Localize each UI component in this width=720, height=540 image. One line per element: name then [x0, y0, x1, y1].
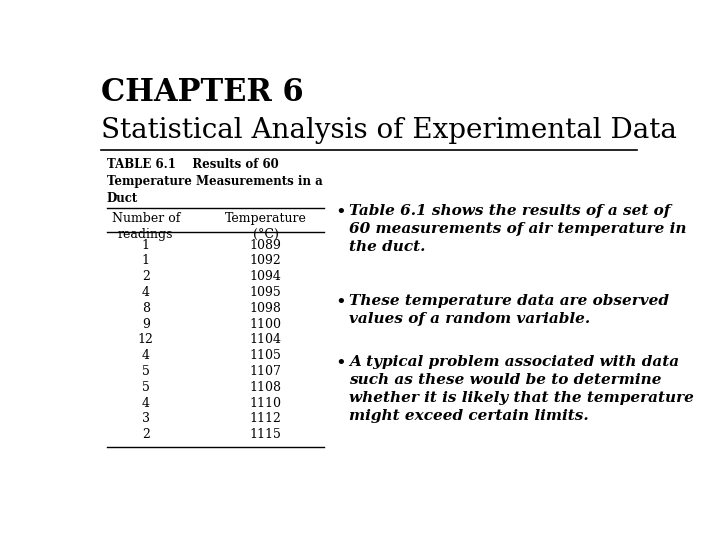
Text: 1105: 1105	[250, 349, 282, 362]
Text: These temperature data are observed
values of a random variable.: These temperature data are observed valu…	[349, 294, 670, 326]
Text: 1092: 1092	[250, 254, 282, 267]
Text: 1104: 1104	[250, 333, 282, 346]
Text: 1100: 1100	[250, 318, 282, 330]
Text: 1098: 1098	[250, 302, 282, 315]
Text: 1094: 1094	[250, 270, 282, 283]
Text: 1: 1	[142, 239, 150, 252]
Text: 4: 4	[142, 286, 150, 299]
Text: 3: 3	[142, 413, 150, 426]
Text: 1095: 1095	[250, 286, 282, 299]
Text: 1110: 1110	[250, 396, 282, 410]
Text: 1115: 1115	[250, 428, 282, 441]
Text: 5: 5	[142, 381, 150, 394]
Text: TABLE 6.1    Results of 60
Temperature Measurements in a
Duct: TABLE 6.1 Results of 60 Temperature Meas…	[107, 158, 323, 205]
Text: 2: 2	[142, 270, 150, 283]
Text: 9: 9	[142, 318, 150, 330]
Text: 1107: 1107	[250, 365, 282, 378]
Text: 4: 4	[142, 349, 150, 362]
Text: 1108: 1108	[250, 381, 282, 394]
Text: Statistical Analysis of Experimental Data: Statistical Analysis of Experimental Dat…	[101, 117, 677, 144]
Text: 12: 12	[138, 333, 154, 346]
Text: •: •	[336, 204, 346, 222]
Text: 1: 1	[142, 254, 150, 267]
Text: 8: 8	[142, 302, 150, 315]
Text: Table 6.1 shows the results of a set of
60 measurements of air temperature in
th: Table 6.1 shows the results of a set of …	[349, 204, 687, 254]
Text: •: •	[336, 355, 346, 374]
Text: Number of
readings: Number of readings	[112, 212, 180, 241]
Text: 2: 2	[142, 428, 150, 441]
Text: Temperature
(°C): Temperature (°C)	[225, 212, 307, 241]
Text: 1089: 1089	[250, 239, 282, 252]
Text: •: •	[336, 294, 346, 312]
Text: CHAPTER 6: CHAPTER 6	[101, 77, 304, 109]
Text: 1112: 1112	[250, 413, 282, 426]
Text: 5: 5	[142, 365, 150, 378]
Text: A typical problem associated with data
such as these would be to determine
wheth: A typical problem associated with data s…	[349, 355, 694, 423]
Text: 4: 4	[142, 396, 150, 410]
